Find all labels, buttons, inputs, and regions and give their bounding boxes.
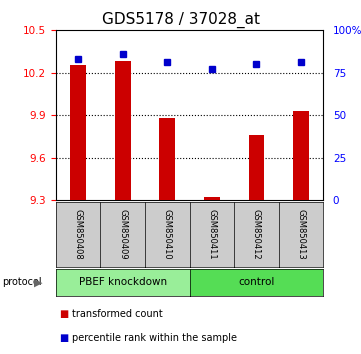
Bar: [293, 111, 309, 200]
Bar: [204, 197, 219, 200]
Text: ▶: ▶: [34, 277, 43, 287]
Text: transformed count: transformed count: [72, 309, 163, 319]
Text: GSM850413: GSM850413: [296, 209, 305, 260]
Bar: [160, 118, 175, 200]
Text: control: control: [238, 277, 274, 287]
Text: GSM850411: GSM850411: [207, 209, 216, 260]
Text: GSM850412: GSM850412: [252, 209, 261, 260]
Text: percentile rank within the sample: percentile rank within the sample: [72, 333, 237, 343]
Text: ■: ■: [60, 309, 69, 319]
Bar: [70, 65, 86, 200]
Text: protocol: protocol: [2, 277, 42, 287]
Bar: [248, 135, 264, 200]
Text: GSM850409: GSM850409: [118, 209, 127, 260]
Text: GDS5178 / 37028_at: GDS5178 / 37028_at: [101, 11, 260, 28]
Text: PBEF knockdown: PBEF knockdown: [79, 277, 167, 287]
Text: GSM850410: GSM850410: [163, 209, 172, 260]
Text: GSM850408: GSM850408: [74, 209, 83, 260]
Text: ■: ■: [60, 333, 69, 343]
Bar: [115, 61, 131, 200]
